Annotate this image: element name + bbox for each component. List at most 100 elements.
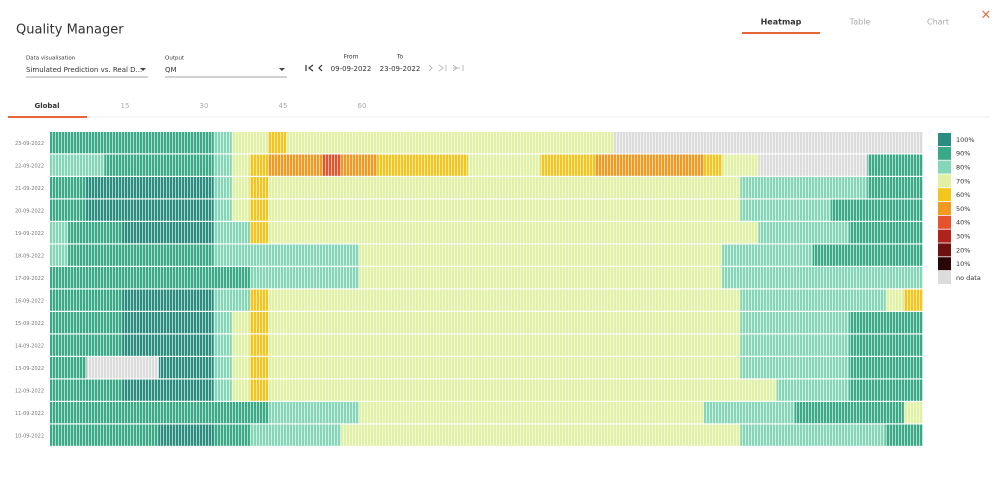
heatmap-cell [813,289,832,311]
heatmap-cell [286,199,305,221]
heatmap-cell [231,357,251,379]
heatmap-cell [413,289,432,311]
heatmap-cell [340,402,360,424]
heatmap-cell [177,289,196,311]
heatmap-cell [286,357,305,379]
heatmap-cell [159,132,178,154]
heatmap-cell [431,402,450,424]
heatmap-cell [613,424,632,446]
heatmap-cell [486,334,505,356]
heatmap-cell [249,424,269,446]
heatmap-cell [867,154,886,176]
first-button[interactable] [305,64,314,72]
heatmap-cell [613,222,632,244]
heatmap-cell [268,154,287,176]
tab[interactable]: Heatmap [761,18,802,27]
heatmap-cell [740,334,759,356]
heatmap-cell [122,267,142,289]
heatmap-cell [268,424,287,446]
heatmap-cell [140,334,160,356]
subtab[interactable]: 30 [200,102,209,110]
heatmap-cell [177,379,196,401]
heatmap-cell [104,154,123,176]
heatmap-cell [540,379,559,401]
heatmap-cell [685,312,705,334]
heatmap-cell [903,334,923,356]
dropdown-arrow[interactable] [279,68,285,71]
heatmap-cell [667,154,687,176]
heatmap-cell [522,379,541,401]
heatmap-cell [431,379,450,401]
heatmap-cell [340,199,360,221]
heatmap-cell [86,402,105,424]
prev-button[interactable] [318,64,323,72]
heatmap-cell [231,154,251,176]
heatmap-cell [231,222,251,244]
heatmap-cell [558,222,578,244]
heatmap-cell [395,199,414,221]
heatmap-cell [558,267,578,289]
heatmap-cell [304,379,323,401]
heatmap-cell [104,424,123,446]
heatmap-cell [595,199,614,221]
heatmap-cell [68,312,87,334]
next-buttons[interactable] [428,64,464,72]
heatmap-cell [304,357,323,379]
heatmap-cell [794,132,814,154]
heatmap-cell [576,199,596,221]
heatmap-cell [504,334,523,356]
heatmap-cell [286,289,305,311]
heatmap-cell [522,289,541,311]
heatmap-cell [413,379,432,401]
heatmap-cell [449,334,469,356]
heatmap-cell [50,334,69,356]
heatmap-cell [213,222,232,244]
heatmap-cell [449,132,469,154]
heatmap-cell [68,177,87,199]
heatmap-cell [903,267,923,289]
heatmap-cell [86,177,105,199]
heatmap-cell [104,132,123,154]
select-value[interactable]: QM [165,66,177,74]
heatmap-cell [268,289,287,311]
subtab[interactable]: 45 [279,102,288,110]
heatmap-cell [813,357,832,379]
date-value[interactable]: 09-09-2022 [331,65,372,73]
heatmap-cell [50,424,69,446]
heatmap-cell [885,244,905,266]
heatmap-cell [213,379,232,401]
tab[interactable]: Chart [927,18,949,27]
heatmap-cell [358,177,378,199]
subtab[interactable]: 15 [121,102,130,110]
heatmap-cell [667,334,687,356]
heatmap-cell [704,289,723,311]
legend-label: 70% [956,177,970,185]
tab[interactable]: Table [849,18,871,27]
close-button[interactable]: × [981,8,992,23]
heatmap-cell [467,424,487,446]
heatmap-cell [377,379,396,401]
heatmap-cell [68,244,87,266]
heatmap-cell [867,312,886,334]
heatmap-cell [704,154,723,176]
heatmap-cell [322,267,341,289]
date-value[interactable]: 23-09-2022 [380,65,421,73]
heatmap-cell [685,379,705,401]
heatmap-cell [104,379,123,401]
dropdown-arrow[interactable] [140,68,146,71]
heatmap-cell [86,222,105,244]
heatmap-cell [213,154,232,176]
select-value[interactable]: Simulated Prediction vs. Real D... [26,66,142,74]
subtab[interactable]: 60 [358,102,367,110]
heatmap-cell [195,424,214,446]
subtab[interactable]: Global [34,102,59,110]
heatmap-cell [613,177,632,199]
heatmap-cell [704,222,723,244]
heatmap-cell [504,244,523,266]
heatmap-cell [722,402,741,424]
heatmap-cell [776,424,796,446]
heatmap-cell [667,312,687,334]
heatmap-cell [322,402,341,424]
heatmap-cell [377,289,396,311]
heatmap-cell [685,424,705,446]
